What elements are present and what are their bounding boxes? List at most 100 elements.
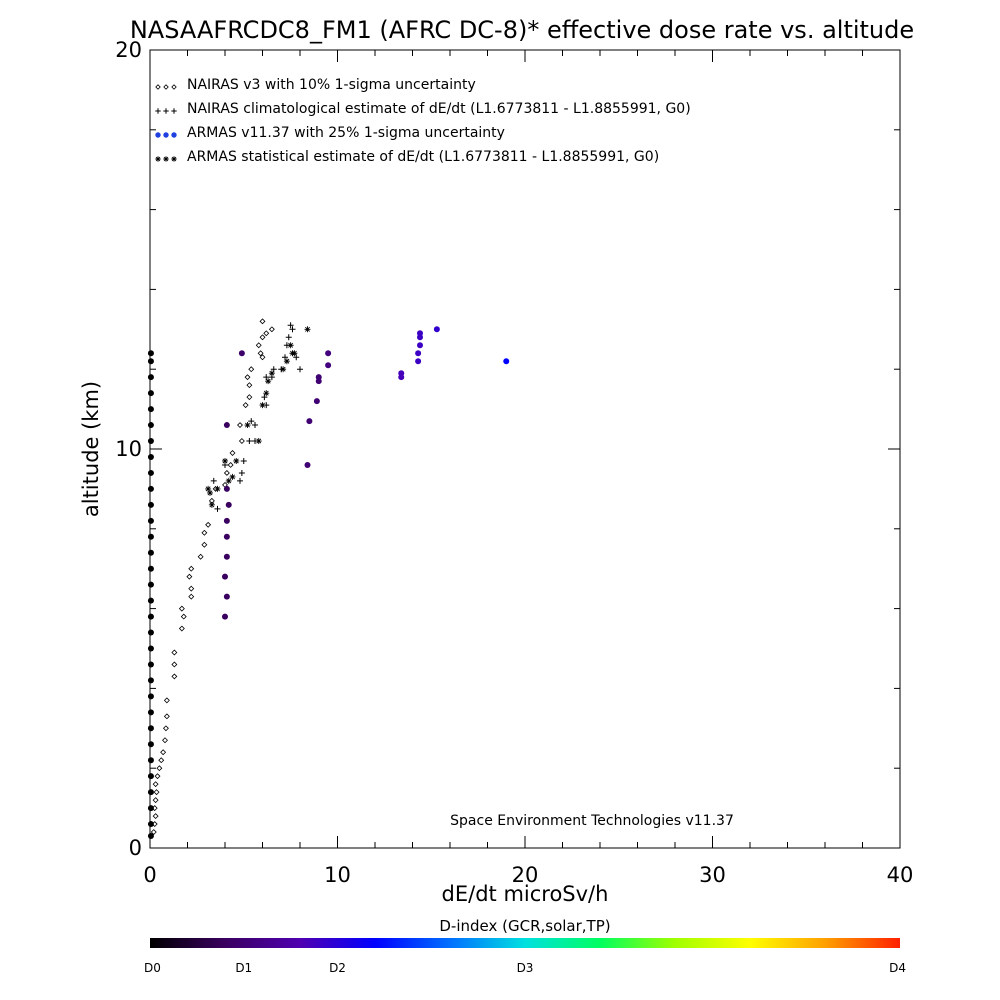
colorbar-label: D4: [889, 961, 906, 975]
data-point-dot: [225, 501, 232, 508]
y-tick-label: 20: [115, 38, 142, 62]
colorbar-labels: D0 D1 D2 D3 D4: [144, 961, 906, 975]
data-point-diamond: [171, 673, 178, 680]
data-point-asterisk: [225, 477, 232, 484]
data-point-dot: [147, 645, 154, 652]
data-point-dot: [147, 789, 154, 796]
data-point-dot: [325, 350, 332, 357]
data-point-dot: [222, 573, 228, 580]
legend-item: NAIRAS climatological estimate of dE/dt …: [155, 101, 691, 117]
data-point-diamond: [188, 593, 195, 600]
data-point-diamond: [152, 797, 159, 804]
data-point-dot: [147, 693, 154, 700]
colorbar-title: D-index (GCR,solar,TP): [439, 917, 610, 935]
data-point-dot: [223, 517, 230, 524]
legend-marker: [155, 84, 161, 90]
data-point-diamond: [223, 469, 230, 476]
data-point-plus: [252, 422, 258, 429]
data-point-dot: [147, 533, 154, 540]
data-point-asterisk: [304, 326, 311, 333]
data-point-dot: [223, 593, 230, 600]
y-axis-label: altitude (km): [79, 381, 103, 517]
data-point-diamond: [268, 326, 275, 333]
data-point-plus: [246, 438, 253, 445]
x-tick-label: 30: [699, 863, 726, 887]
data-point-asterisk: [291, 350, 298, 357]
data-point-dot: [147, 629, 154, 636]
legend-marker: [171, 132, 177, 138]
data-point-dot: [147, 805, 154, 812]
data-point-dot: [147, 469, 154, 476]
legend-marker: [171, 156, 177, 162]
data-point-diamond: [246, 394, 253, 401]
x-tick-label: 0: [143, 863, 156, 887]
legend-label: NAIRAS climatological estimate of dE/dt …: [187, 101, 691, 117]
data-point-dot: [147, 438, 154, 445]
data-point-asterisk: [283, 358, 290, 365]
data-point-diamond: [158, 757, 165, 764]
data-point-dot: [313, 398, 320, 405]
data-point-diamond: [229, 450, 236, 456]
data-point-dot: [147, 453, 154, 460]
data-point-plus: [240, 457, 247, 464]
data-point-asterisk: [255, 438, 262, 445]
data-point-asterisk: [287, 342, 294, 349]
annotation: Space Environment Technologies v11.37: [450, 813, 734, 829]
data-point-diamond: [150, 829, 157, 836]
legend-marker: [163, 84, 169, 90]
legend-marker: [171, 84, 177, 90]
data-point-diamond: [163, 713, 170, 720]
data-point-diamond: [255, 342, 262, 349]
data-point-dot: [147, 677, 154, 684]
data-point-dot: [223, 533, 230, 540]
data-point-diamond: [180, 613, 187, 620]
data-point-diamond: [178, 605, 185, 612]
data-point-dot: [147, 773, 154, 780]
data-point-asterisk: [214, 485, 221, 492]
data-point-dot: [147, 741, 154, 748]
x-tick-label: 20: [512, 863, 539, 887]
data-point-dot: [306, 418, 313, 425]
data-point-plus: [210, 477, 217, 484]
data-point-diamond: [153, 789, 160, 796]
data-point-dot: [147, 517, 154, 524]
data-point-dot: [398, 370, 405, 377]
series-diamond: [150, 318, 275, 836]
data-point-dot: [147, 833, 154, 840]
data-point-diamond: [163, 697, 170, 704]
data-point-diamond: [263, 330, 270, 337]
data-point-asterisk: [222, 457, 228, 464]
data-point-diamond: [205, 521, 212, 528]
legend-marker: [171, 108, 177, 114]
data-point-dot: [415, 358, 422, 365]
data-point-diamond: [244, 374, 251, 381]
legend: NAIRAS v3 with 10% 1-sigma uncertainty NA…: [155, 77, 691, 165]
y-tick-label: 10: [115, 437, 142, 461]
data-point-asterisk: [259, 402, 266, 409]
data-point-dot: [223, 553, 230, 560]
data-point-plus: [214, 505, 221, 512]
legend-item: ARMAS statistical estimate of dE/dt (L1.…: [155, 149, 659, 165]
data-point-asterisk: [205, 485, 212, 492]
data-point-dot: [147, 358, 154, 365]
data-point-dot: [503, 358, 510, 365]
data-point-dot: [147, 757, 154, 764]
plot-frame: [149, 49, 901, 849]
data-point-asterisk: [280, 366, 287, 373]
data-point-plus: [248, 418, 255, 425]
data-point-diamond: [171, 649, 178, 656]
data-point-diamond: [201, 529, 208, 536]
data-point-dot: [223, 485, 230, 492]
data-point-dot: [223, 422, 230, 429]
data-point-diamond: [154, 773, 161, 780]
data-point-dot: [147, 821, 154, 828]
data-point-dot: [147, 501, 154, 508]
data-point-asterisk: [268, 370, 275, 377]
data-point-plus: [297, 366, 303, 373]
legend-marker: [155, 108, 161, 114]
data-point-dot: [433, 326, 440, 333]
data-point-diamond: [227, 461, 234, 468]
data-point-dot: [147, 613, 154, 620]
x-tick-label: 10: [324, 863, 351, 887]
data-point-dot: [147, 422, 154, 429]
